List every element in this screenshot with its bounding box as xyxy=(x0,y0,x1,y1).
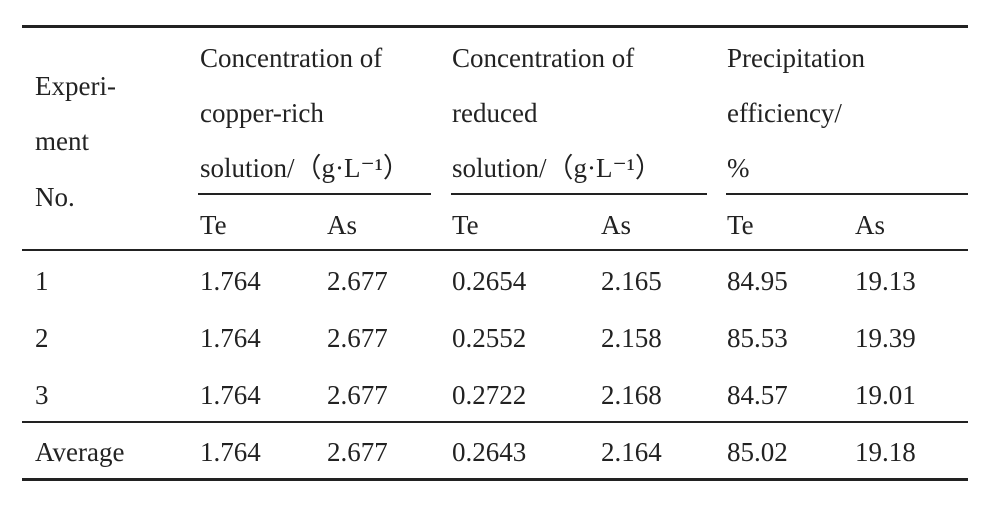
row-label: 2 xyxy=(35,323,49,353)
group-rule xyxy=(726,193,968,195)
cell: 85.53 xyxy=(727,323,788,353)
experiment-header: ment xyxy=(35,126,89,156)
cell: 0.2654 xyxy=(452,266,527,296)
cell: 84.57 xyxy=(727,380,788,410)
cell: 0.2643 xyxy=(452,437,527,467)
cell: 2.164 xyxy=(601,437,662,467)
sub-header: Te xyxy=(727,210,754,240)
row-label: 1 xyxy=(35,266,49,296)
cell: 2.677 xyxy=(327,380,388,410)
cell: 1.764 xyxy=(200,323,261,353)
cell: 0.2552 xyxy=(452,323,527,353)
cell: 84.95 xyxy=(727,266,788,296)
experiment-header: No. xyxy=(35,182,75,212)
row-label: Average xyxy=(35,437,125,467)
cell: 2.677 xyxy=(327,323,388,353)
group-rule xyxy=(451,193,707,195)
row-label: 3 xyxy=(35,380,49,410)
top-rule xyxy=(22,25,968,28)
average-rule xyxy=(22,421,968,423)
cell: 2.677 xyxy=(327,437,388,467)
cell: 19.01 xyxy=(855,380,916,410)
cell: 19.18 xyxy=(855,437,916,467)
sub-header: Te xyxy=(452,210,479,240)
cell: 2.165 xyxy=(601,266,662,296)
group-header: Concentration of xyxy=(200,43,383,73)
bottom-rule xyxy=(22,478,968,481)
sub-header: As xyxy=(327,210,358,240)
cell: 0.2722 xyxy=(452,380,527,410)
cell: 1.764 xyxy=(200,437,261,467)
group-header: solution/（g·L⁻¹） xyxy=(200,153,410,183)
group-rule xyxy=(198,193,431,195)
group-header: Precipitation xyxy=(727,43,865,73)
group-header: reduced xyxy=(452,98,538,128)
sub-header: As xyxy=(601,210,632,240)
cell: 2.158 xyxy=(601,323,662,353)
cell: 85.02 xyxy=(727,437,788,467)
group-header: copper-rich xyxy=(200,98,324,128)
experiment-header: Experi- xyxy=(35,71,116,101)
group-header: Concentration of xyxy=(452,43,635,73)
group-header: solution/（g·L⁻¹） xyxy=(452,153,662,183)
sub-header: Te xyxy=(200,210,227,240)
header-rule xyxy=(22,249,968,251)
group-header: efficiency/ xyxy=(727,98,842,128)
cell: 2.677 xyxy=(327,266,388,296)
sub-header: As xyxy=(855,210,886,240)
cell: 2.168 xyxy=(601,380,662,410)
cell: 19.13 xyxy=(855,266,916,296)
cell: 1.764 xyxy=(200,380,261,410)
group-header: % xyxy=(727,153,750,183)
cell: 19.39 xyxy=(855,323,916,353)
cell: 1.764 xyxy=(200,266,261,296)
